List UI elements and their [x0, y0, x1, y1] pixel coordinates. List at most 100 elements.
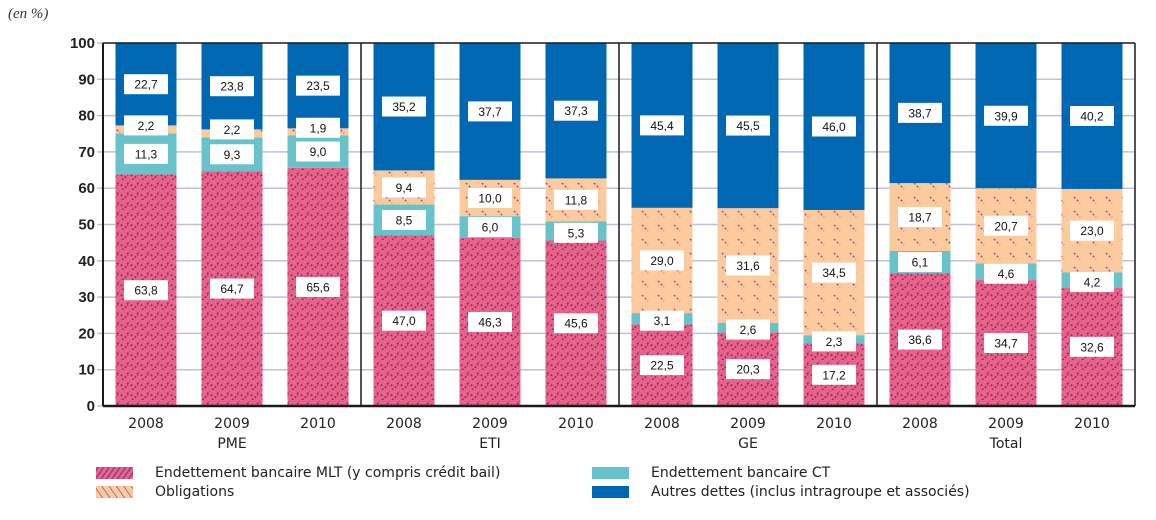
data-label-obligations: 2,2 [210, 119, 254, 140]
data-label-text: 17,2 [822, 368, 846, 382]
data-label-box [296, 276, 340, 297]
data-label-text: 31,6 [736, 259, 760, 273]
x-tick-label: 2008 [386, 416, 422, 432]
data-label-text: 2,2 [224, 123, 241, 137]
legend-item-ct: Endettement bancaire CT [592, 465, 830, 481]
data-label-text: 8,5 [396, 213, 413, 227]
data-label-box [726, 115, 770, 136]
data-label-obligations: 34,5 [812, 262, 856, 283]
data-label-box [124, 115, 168, 136]
data-label-box [640, 355, 684, 376]
x-tick-label: 2009 [730, 416, 766, 432]
data-label-ct: 11,3 [124, 143, 168, 164]
data-label-text: 23,0 [1080, 224, 1104, 238]
data-label-text: 38,7 [908, 106, 932, 120]
y-tick-label: 90 [78, 71, 95, 88]
data-label-ct: 2,3 [812, 331, 856, 352]
data-label-autres: 37,3 [554, 100, 598, 121]
data-label-text: 45,6 [564, 317, 588, 331]
data-label-box [382, 177, 426, 198]
data-label-mlt: 32,6 [1070, 336, 1114, 357]
data-label-obligations: 1,9 [296, 117, 340, 138]
data-label-autres: 45,5 [726, 115, 770, 136]
data-label-ct: 9,0 [296, 141, 340, 162]
data-label-box [898, 329, 942, 350]
data-label-box [898, 102, 942, 123]
data-label-text: 10,0 [478, 192, 502, 206]
data-label-box [468, 188, 512, 209]
y-tick-label: 30 [78, 289, 95, 306]
data-label-box [296, 75, 340, 96]
data-label-box [984, 333, 1028, 354]
data-label-text: 11,8 [565, 193, 588, 207]
y-tick-label: 50 [78, 217, 95, 234]
data-label-box [1070, 272, 1114, 293]
data-label-text: 6,1 [912, 256, 929, 270]
data-label-mlt: 63,8 [124, 280, 168, 301]
legend-label-ct: Endettement bancaire CT [651, 465, 831, 481]
data-label-box [812, 116, 856, 137]
data-label-mlt: 64,7 [210, 278, 254, 299]
data-label-box [984, 263, 1028, 284]
data-label-ct: 4,6 [984, 263, 1028, 284]
group-label: Total [989, 436, 1023, 452]
data-label-autres: 23,5 [296, 75, 340, 96]
data-label-box [984, 215, 1028, 236]
data-label-mlt: 20,3 [726, 359, 770, 380]
data-label-text: 11,3 [135, 147, 158, 161]
data-label-box [210, 278, 254, 299]
data-label-box [1070, 105, 1114, 126]
x-tick-label: 2008 [128, 416, 164, 432]
data-label-box [382, 310, 426, 331]
x-tick-label: 2010 [1074, 416, 1110, 432]
data-label-text: 20,7 [994, 219, 1018, 233]
data-label-box [468, 101, 512, 122]
data-label-box [898, 207, 942, 228]
data-label-ct: 3,1 [640, 310, 684, 331]
data-label-autres: 37,7 [468, 101, 512, 122]
data-label-box [210, 76, 254, 97]
y-tick-label: 0 [87, 398, 95, 415]
data-label-text: 37,7 [478, 105, 502, 119]
data-label-text: 9,3 [224, 148, 241, 162]
data-label-text: 39,9 [994, 109, 1018, 123]
data-label-mlt: 17,2 [812, 364, 856, 385]
stacked-bar-chart: 63,8 11,3 2,2 22,7 64,7 9,3 2,2 23,8 65,6 9,0 1,9 2… [70, 35, 1136, 452]
data-label-obligations: 23,0 [1070, 220, 1114, 241]
data-label-text: 4,2 [1084, 276, 1101, 290]
y-tick-label: 10 [78, 362, 95, 379]
data-label-box [726, 255, 770, 276]
data-label-text: 34,7 [994, 337, 1018, 351]
data-label-mlt: 22,5 [640, 355, 684, 376]
data-label-text: 45,4 [650, 119, 674, 133]
data-label-ct: 4,2 [1070, 272, 1114, 293]
data-label-text: 35,2 [392, 100, 416, 114]
data-label-text: 40,2 [1080, 109, 1104, 123]
legend-swatch-mlt [96, 467, 133, 479]
data-label-mlt: 47,0 [382, 310, 426, 331]
y-tick-label: 80 [78, 108, 95, 125]
data-label-text: 63,8 [134, 284, 158, 298]
data-label-autres: 46,0 [812, 116, 856, 137]
x-tick-label: 2010 [300, 416, 336, 432]
x-tick-label: 2008 [644, 416, 680, 432]
data-label-box [554, 222, 598, 243]
data-label-box [640, 310, 684, 331]
data-label-text: 23,5 [306, 79, 330, 93]
data-label-obligations: 18,7 [898, 207, 942, 228]
data-label-ct: 6,0 [468, 217, 512, 238]
axes: 0 10 20 30 40 50 60 70 80 90 100 2008 2009 2010 PME 200… [70, 35, 1136, 452]
legend-swatch-autres [592, 486, 629, 498]
legend-item-mlt: Endettement bancaire MLT (y compris créd… [96, 465, 500, 481]
data-label-box [726, 319, 770, 340]
x-tick-label: 2009 [988, 416, 1024, 432]
data-label-box [1070, 220, 1114, 241]
group-label: ETI [479, 436, 501, 452]
data-label-text: 1,9 [310, 121, 327, 135]
legend-label-mlt: Endettement bancaire MLT (y compris créd… [155, 465, 501, 481]
data-label-box [984, 105, 1028, 126]
x-tick-label: 2009 [214, 416, 250, 432]
data-label-text: 29,0 [650, 254, 674, 268]
data-label-text: 3,1 [654, 314, 671, 328]
data-label-text: 2,3 [826, 335, 843, 349]
